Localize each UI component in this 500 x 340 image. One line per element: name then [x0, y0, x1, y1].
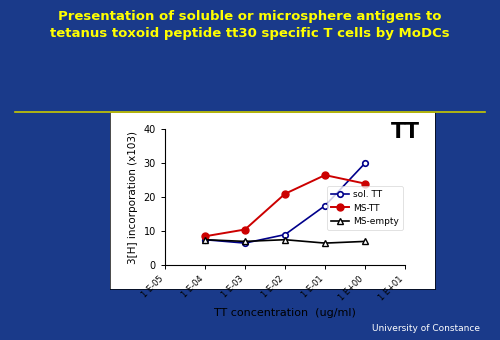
- Line: MS-empty: MS-empty: [202, 237, 368, 246]
- Legend: sol. TT, MS-TT, MS-empty: sol. TT, MS-TT, MS-empty: [327, 186, 403, 230]
- MS-TT: [322, 173, 328, 177]
- MS-TT: [282, 192, 288, 196]
- Y-axis label: 3[H] incorporation (x103): 3[H] incorporation (x103): [128, 131, 138, 264]
- Text: TT: TT: [391, 122, 420, 142]
- Line: sol. TT: sol. TT: [202, 160, 368, 246]
- sol. TT: [362, 161, 368, 165]
- MS-empty: [242, 239, 248, 243]
- sol. TT: [282, 233, 288, 237]
- sol. TT: [242, 241, 248, 245]
- MS-TT: [242, 227, 248, 232]
- Text: Presentation of soluble or microsphere antigens to
tetanus toxoid peptide tt30 s: Presentation of soluble or microsphere a…: [50, 10, 450, 40]
- MS-empty: [322, 241, 328, 245]
- MS-empty: [202, 238, 208, 242]
- X-axis label: TT concentration  (ug/ml): TT concentration (ug/ml): [214, 308, 356, 318]
- MS-TT: [362, 182, 368, 186]
- MS-TT: [202, 234, 208, 238]
- MS-empty: [362, 239, 368, 243]
- MS-empty: [282, 238, 288, 242]
- sol. TT: [322, 204, 328, 208]
- Line: MS-TT: MS-TT: [202, 172, 368, 240]
- sol. TT: [202, 238, 208, 242]
- Text: University of Constance: University of Constance: [372, 324, 480, 333]
